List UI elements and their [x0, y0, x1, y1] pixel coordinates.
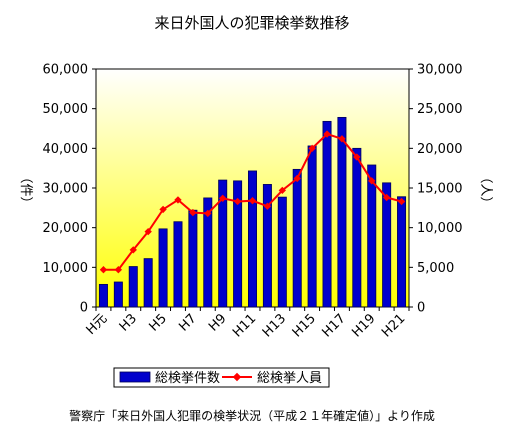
- line-point-H6: [174, 196, 182, 204]
- x-tick-label: H7: [176, 311, 199, 334]
- bars-layer: [98, 116, 407, 308]
- line-point-H12: [263, 202, 272, 210]
- left-axis-label: （件）: [18, 170, 33, 209]
- bar-H元: [98, 283, 108, 308]
- bar-H21: [397, 196, 407, 308]
- chart-title: 来日外国人の犯罪検挙数推移: [154, 14, 349, 32]
- x-tick-label: H9: [206, 311, 229, 334]
- left-tick-label: 0: [80, 301, 88, 316]
- line-point-H11: [248, 197, 257, 205]
- x-tick-label: H3: [117, 311, 140, 334]
- legend-box: [113, 367, 330, 388]
- bar-H12: [262, 184, 272, 308]
- bar-H3: [128, 266, 138, 308]
- bar-H16: [322, 120, 332, 308]
- legend-bar-swatch: [119, 371, 151, 383]
- x-tick-label: H15: [290, 311, 319, 340]
- right-tick-label: 15,000: [417, 182, 463, 197]
- bar-H9: [218, 179, 228, 308]
- left-tick-label: 40,000: [43, 142, 89, 157]
- right-tick-label: 5,000: [417, 261, 454, 276]
- legend: 総検挙件数 総検挙人員: [113, 367, 330, 388]
- bar-H19: [367, 164, 377, 308]
- line-point-H2: [114, 266, 123, 274]
- bar-H11: [247, 170, 257, 308]
- left-tick-label: 10,000: [43, 261, 89, 276]
- line-point-H10: [233, 197, 242, 206]
- line-point-H13: [278, 186, 286, 195]
- right-tick-label: 10,000: [417, 221, 463, 236]
- left-tick-label: 60,000: [43, 63, 89, 78]
- left-tick-label: 20,000: [43, 221, 89, 236]
- line-point-H20: [382, 193, 391, 202]
- left-tick-label: 50,000: [43, 102, 89, 117]
- x-tick-label: H11: [230, 311, 259, 340]
- left-tick-label: 30,000: [43, 182, 89, 197]
- legend-label-bars: 総検挙件数: [155, 371, 220, 386]
- x-tick-label: H21: [379, 311, 408, 340]
- legend-line-marker: [232, 372, 242, 382]
- bar-H8: [203, 197, 213, 308]
- x-tick-label: H17: [320, 311, 349, 340]
- bar-H15: [307, 145, 317, 308]
- bar-H17: [337, 116, 347, 308]
- bar-H20: [382, 182, 392, 308]
- bar-H5: [158, 228, 168, 308]
- line-point-H15: [308, 144, 316, 153]
- bar-H2: [113, 281, 123, 308]
- legend-label-line: 総検挙人員: [257, 371, 322, 386]
- x-tick-label: H19: [349, 311, 378, 340]
- bar-H10: [233, 180, 243, 308]
- right-tick-label: 25,000: [417, 102, 463, 117]
- right-tick-label: 30,000: [417, 63, 463, 78]
- bar-H7: [188, 209, 198, 308]
- axis-layer: 0 10,000 20,000 30,000 40,000 50,000 60,000 0 5,…: [43, 63, 463, 341]
- bar-H13: [277, 196, 287, 308]
- line-point-H元: [99, 266, 108, 274]
- right-tick-label: 20,000: [417, 142, 463, 157]
- right-axis-label: （人）: [478, 170, 493, 209]
- right-tick-label: 0: [417, 301, 425, 316]
- source-note: 警察庁「来日外国人犯罪の検挙状況（平成２１年確定値）」より作成: [69, 408, 435, 423]
- x-tick-label: H13: [260, 311, 289, 340]
- x-tick-label: H5: [147, 311, 170, 334]
- bar-H18: [352, 147, 362, 308]
- line-layer: [99, 130, 406, 274]
- bar-H6: [173, 221, 183, 308]
- bar-H14: [292, 168, 302, 308]
- bar-H4: [143, 258, 153, 308]
